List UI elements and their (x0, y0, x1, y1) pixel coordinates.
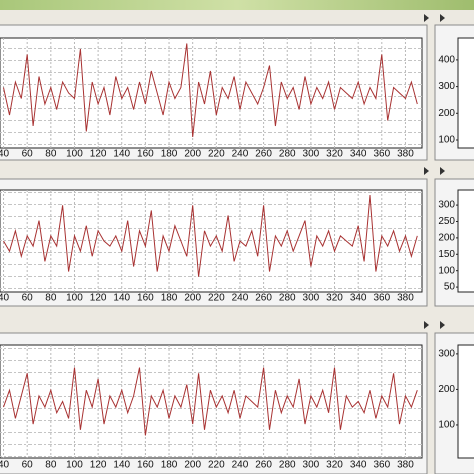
grid-pattern (0, 38, 422, 148)
y-tick-label: 250 (438, 216, 455, 227)
mini-plot (457, 37, 474, 149)
mini-plot (457, 189, 474, 293)
x-tick-label: 40 (0, 149, 10, 160)
x-tick-label: 280 (279, 460, 296, 471)
toolbar (0, 11, 474, 25)
x-tick-label: 380 (397, 460, 414, 471)
y-tick-label: 300 (438, 81, 455, 92)
x-tick-label: 360 (373, 293, 390, 304)
x-tick-label: 240 (232, 149, 249, 160)
x-tick-label: 120 (90, 293, 107, 304)
signal-line (3, 43, 418, 138)
y-tick-label: 150 (438, 249, 455, 260)
x-tick-label: 220 (208, 149, 225, 160)
x-tick-label: 60 (22, 149, 34, 160)
y-tick-label: 300 (438, 200, 455, 211)
x-tick-label: 160 (137, 149, 154, 160)
x-tick-label: 260 (255, 149, 272, 160)
toolbar (0, 318, 474, 333)
x-tick-label: 100 (66, 149, 83, 160)
x-tick-label: 340 (350, 460, 367, 471)
x-tick-label: 300 (303, 460, 320, 471)
y-tick-label: 200 (438, 233, 455, 244)
signal-line (3, 195, 418, 277)
y-tick-label: 50 (444, 282, 456, 293)
x-tick-label: 340 (350, 149, 367, 160)
x-tick-label: 40 (0, 293, 10, 304)
toolbar (0, 164, 474, 179)
x-tick-label: 80 (45, 293, 57, 304)
x-tick-label: 60 (22, 460, 34, 471)
x-tick-label: 220 (208, 293, 225, 304)
x-tick-label: 120 (90, 460, 107, 471)
x-tick-label: 240 (232, 293, 249, 304)
top-banner (0, 0, 474, 10)
x-tick-label: 60 (22, 293, 34, 304)
x-tick-label: 180 (161, 149, 178, 160)
x-tick-label: 360 (373, 460, 390, 471)
mini-plot (457, 344, 474, 459)
x-tick-label: 140 (113, 149, 130, 160)
x-tick-label: 300 (303, 293, 320, 304)
x-tick-label: 200 (184, 149, 201, 160)
x-tick-label: 40 (0, 460, 10, 471)
y-tick-label: 400 (438, 55, 455, 66)
x-tick-label: 100 (66, 293, 83, 304)
scroll-arrow (424, 14, 429, 22)
x-tick-label: 180 (161, 460, 178, 471)
y-tick-label: 200 (438, 384, 455, 395)
x-tick-label: 280 (279, 293, 296, 304)
y-tick-label: 100 (438, 135, 455, 146)
scroll-arrow (424, 321, 429, 329)
x-tick-label: 160 (137, 293, 154, 304)
y-tick-label: 100 (438, 265, 455, 276)
x-tick-label: 300 (303, 149, 320, 160)
x-tick-label: 320 (326, 460, 343, 471)
x-tick-label: 340 (350, 293, 367, 304)
x-tick-label: 200 (184, 293, 201, 304)
x-tick-label: 100 (66, 460, 83, 471)
x-tick-label: 240 (232, 460, 249, 471)
y-tick-label: 200 (438, 108, 455, 119)
x-tick-label: 280 (279, 149, 296, 160)
x-tick-label: 80 (45, 149, 57, 160)
scroll-arrow (424, 167, 429, 175)
x-tick-label: 320 (326, 149, 343, 160)
scroll-arrow (440, 14, 445, 22)
x-tick-label: 380 (397, 149, 414, 160)
x-tick-label: 380 (397, 293, 414, 304)
x-tick-label: 320 (326, 293, 343, 304)
x-tick-label: 140 (113, 460, 130, 471)
x-tick-label: 360 (373, 149, 390, 160)
x-tick-label: 200 (184, 460, 201, 471)
y-tick-label: 100 (438, 420, 455, 431)
x-tick-label: 120 (90, 149, 107, 160)
grid-pattern (0, 190, 422, 292)
signal-line (3, 367, 418, 436)
x-tick-label: 80 (45, 460, 57, 471)
scroll-arrow (440, 321, 445, 329)
y-tick-label: 300 (438, 349, 455, 360)
x-tick-label: 140 (113, 293, 130, 304)
x-tick-label: 260 (255, 460, 272, 471)
x-tick-label: 220 (208, 460, 225, 471)
x-tick-label: 160 (137, 460, 154, 471)
x-tick-label: 180 (161, 293, 178, 304)
x-tick-label: 260 (255, 293, 272, 304)
scroll-arrow (440, 167, 445, 175)
